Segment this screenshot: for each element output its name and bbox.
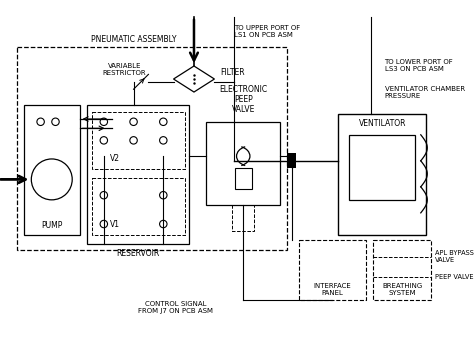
Text: BREATHING
SYSTEM: BREATHING SYSTEM xyxy=(382,283,422,296)
Text: INTERFACE
PANEL: INTERFACE PANEL xyxy=(314,283,351,296)
Bar xyxy=(287,153,296,168)
Text: VARIABLE
RESTRICTOR: VARIABLE RESTRICTOR xyxy=(102,63,146,76)
Text: VENTILATOR CHAMBER
PRESSURE: VENTILATOR CHAMBER PRESSURE xyxy=(384,86,465,99)
Bar xyxy=(232,205,255,232)
Text: FILTER: FILTER xyxy=(220,68,245,77)
Polygon shape xyxy=(173,66,214,92)
Text: PEEP VALVE: PEEP VALVE xyxy=(435,274,473,280)
Bar xyxy=(349,135,415,200)
Text: PNEUMATIC ASSEMBLY: PNEUMATIC ASSEMBLY xyxy=(91,35,176,44)
Bar xyxy=(338,114,426,235)
Text: APL BYPASS
VALVE: APL BYPASS VALVE xyxy=(435,250,474,263)
Text: V1: V1 xyxy=(110,220,120,228)
Bar xyxy=(299,240,366,300)
Text: RESERVOIR: RESERVOIR xyxy=(117,249,160,258)
Bar xyxy=(87,105,189,245)
Bar xyxy=(18,47,287,250)
Bar xyxy=(92,178,185,235)
Text: TO LOWER PORT OF
LS3 ON PCB ASM: TO LOWER PORT OF LS3 ON PCB ASM xyxy=(384,59,453,72)
Text: PUMP: PUMP xyxy=(41,221,63,230)
Bar xyxy=(206,122,281,205)
Bar xyxy=(24,105,80,235)
Text: V2: V2 xyxy=(110,154,120,163)
Bar xyxy=(92,113,185,169)
Bar xyxy=(374,240,431,300)
Text: CONTROL SIGNAL
FROM J7 ON PCB ASM: CONTROL SIGNAL FROM J7 ON PCB ASM xyxy=(138,301,213,314)
Text: TO UPPER PORT OF
LS1 ON PCB ASM: TO UPPER PORT OF LS1 ON PCB ASM xyxy=(234,25,300,38)
Text: VENTILATOR: VENTILATOR xyxy=(358,119,406,128)
Bar xyxy=(235,168,252,189)
Text: ELECTRONIC
PEEP
VALVE: ELECTRONIC PEEP VALVE xyxy=(219,84,267,114)
